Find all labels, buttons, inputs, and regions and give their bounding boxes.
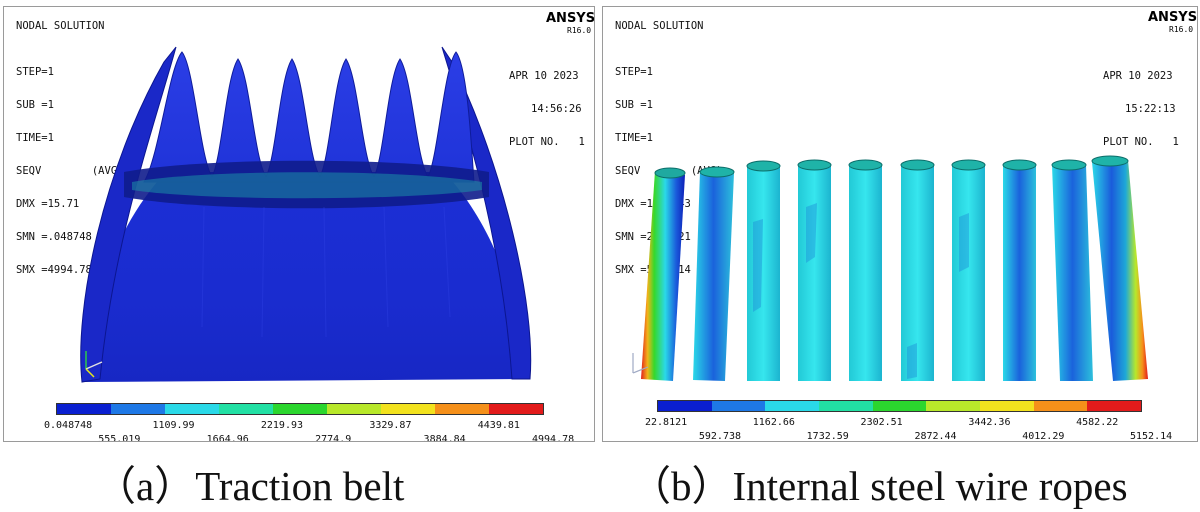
legend-swatch <box>489 404 543 414</box>
legend-swatch <box>165 404 219 414</box>
info-time: TIME=1 <box>615 132 653 144</box>
plot-time: 14:56:26 <box>531 103 582 115</box>
legend-swatch <box>273 404 327 414</box>
info-dmx: DMX =15.71 <box>16 198 80 210</box>
legend-bar <box>56 403 544 415</box>
info-seqv: SEQV (AVG) <box>16 165 124 177</box>
legend-label: 4439.81 <box>477 420 520 431</box>
legend-label: 3884.84 <box>423 434 466 442</box>
solution-info: STEP=1 SUB =1 TIME=1 SEQV (AVG) DMX =15.… <box>16 45 123 298</box>
rope-4 <box>797 159 832 381</box>
legend-swatch <box>872 401 927 411</box>
legend-swatch <box>819 401 873 411</box>
plot-number: PLOT NO. 1 <box>509 136 585 148</box>
legend-swatch <box>111 404 165 414</box>
legend-label: 5152.14 <box>1130 431 1173 442</box>
axis-triad <box>632 353 649 374</box>
legend-label: 1732.59 <box>806 431 849 442</box>
caption-a: （a）Traction belt <box>95 463 405 509</box>
legend-label: 1162.66 <box>752 417 795 428</box>
legend-label: 555.019 <box>98 434 141 442</box>
legend-label: 4582.22 <box>1076 417 1119 428</box>
plot-meta: APR 10 2023 14:56:26 PLOT NO. 1 <box>509 49 585 170</box>
legend-label: 2219.93 <box>260 420 304 431</box>
rope-5 <box>848 159 883 381</box>
left-flap <box>80 46 177 383</box>
belt-body <box>82 172 530 382</box>
legend-label: 4012.29 <box>1022 431 1065 442</box>
plot-date: APR 10 2023 <box>1103 70 1173 82</box>
info-smn: SMN =.048748 <box>16 231 92 243</box>
legend-swatch <box>435 404 489 414</box>
plot-header: NODAL SOLUTION <box>16 20 105 32</box>
legend-label: 0.048748 <box>44 420 93 431</box>
legend-label: 2872.44 <box>914 431 957 442</box>
contour-plot-wire-ropes: NODAL SOLUTION ANSYS R16.0 STEP=1 SUB =1… <box>602 6 1198 442</box>
belt-shading <box>201 206 451 338</box>
legend-swatch <box>381 404 435 414</box>
legend-swatch <box>765 401 820 411</box>
legend-swatch <box>926 401 981 411</box>
wire-rope-models <box>632 155 1148 381</box>
legend-bar <box>657 400 1142 412</box>
legend-swatch <box>1033 401 1088 411</box>
legend-swatch <box>980 401 1034 411</box>
info-step: STEP=1 <box>16 66 54 78</box>
contour-plot-traction-belt: NODAL SOLUTION ANSYS R16.0 STEP=1 SUB =1… <box>3 6 595 442</box>
legend-swatch <box>711 401 766 411</box>
legend-label: 1664.96 <box>206 434 249 442</box>
version-label: R16.0 <box>1169 25 1194 34</box>
rope-1 <box>641 167 686 381</box>
caption-b: （b）Internal steel wire ropes <box>630 463 1128 509</box>
legend-label: 3329.87 <box>369 420 412 431</box>
rope-2 <box>693 166 735 381</box>
legend-swatch <box>57 404 111 414</box>
teeth-root-highlight <box>132 172 482 199</box>
legend-label: 4994.78 <box>532 434 575 442</box>
info-sub: SUB =1 <box>16 99 54 111</box>
legend-swatch <box>1087 401 1142 411</box>
info-time: TIME=1 <box>16 132 54 144</box>
axis-triad <box>85 351 103 378</box>
info-smx: SMX =4994.78 <box>16 264 92 276</box>
legend-label: 2774.9 <box>315 434 352 442</box>
right-flap <box>441 46 532 380</box>
legend-swatch <box>327 404 381 414</box>
plot-number: PLOT NO. 1 <box>1103 136 1179 148</box>
legend-swatch <box>219 404 273 414</box>
plot-meta: APR 10 2023 15:22:13 PLOT NO. 1 <box>1103 49 1179 170</box>
plot-header: NODAL SOLUTION <box>615 20 704 32</box>
rope-3 <box>746 160 781 381</box>
info-step: STEP=1 <box>615 66 653 78</box>
ansys-logo: ANSYS <box>1148 10 1198 25</box>
info-sub: SUB =1 <box>615 99 653 111</box>
ansys-logo: ANSYS <box>546 11 595 26</box>
legend-label: 22.8121 <box>645 417 688 428</box>
legend-label: 3442.36 <box>968 417 1011 428</box>
rope-7 <box>951 159 986 381</box>
belt-model <box>80 46 532 383</box>
legend-label: 2302.51 <box>860 417 903 428</box>
legend-label: 1109.99 <box>152 420 195 431</box>
rope-9 <box>1051 159 1093 381</box>
plot-date: APR 10 2023 <box>509 70 579 82</box>
rope-10 <box>1091 155 1148 381</box>
legend-swatch <box>658 401 712 411</box>
rope-shading <box>753 203 969 379</box>
legend-label: 592.738 <box>698 431 742 442</box>
plot-time: 15:22:13 <box>1125 103 1176 115</box>
rope-6 <box>900 159 935 381</box>
version-label: R16.0 <box>567 26 592 35</box>
rope-8 <box>1002 159 1037 381</box>
